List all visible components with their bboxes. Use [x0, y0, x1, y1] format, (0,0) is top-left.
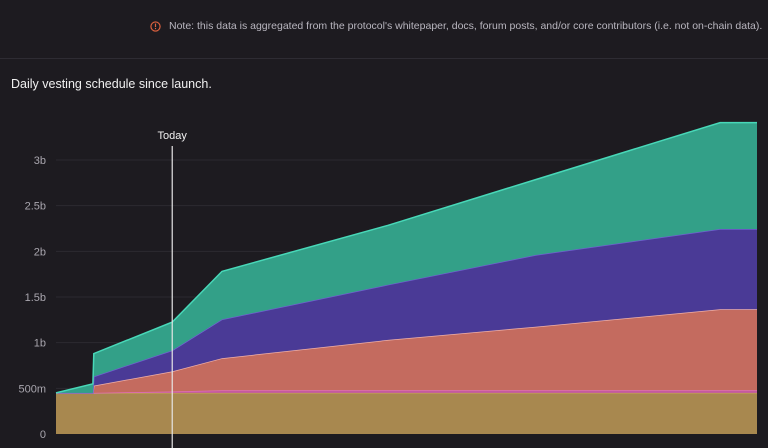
- note-text: Note: this data is aggregated from the p…: [169, 20, 763, 32]
- y-tick-label: 3b: [34, 155, 46, 167]
- area-series-5-edge: [55, 121, 757, 394]
- area-series-5: [56, 122, 757, 393]
- area-series-3: [56, 309, 757, 393]
- y-tick-label: 2b: [34, 246, 46, 258]
- data-source-note: Note: this data is aggregated from the p…: [0, 0, 768, 59]
- y-tick-label: 500m: [18, 383, 46, 395]
- y-tick-label: 0: [40, 429, 46, 441]
- y-tick-label: 2.5b: [25, 201, 46, 213]
- chart-subtitle: Daily vesting schedule since launch.: [11, 77, 212, 91]
- y-tick-label: 1.5b: [25, 292, 46, 304]
- info-circle-icon: [150, 21, 161, 32]
- area-series-4: [56, 229, 757, 393]
- y-tick-label: 1b: [34, 338, 46, 350]
- area-series-1: [56, 392, 757, 434]
- today-label: Today: [158, 130, 188, 142]
